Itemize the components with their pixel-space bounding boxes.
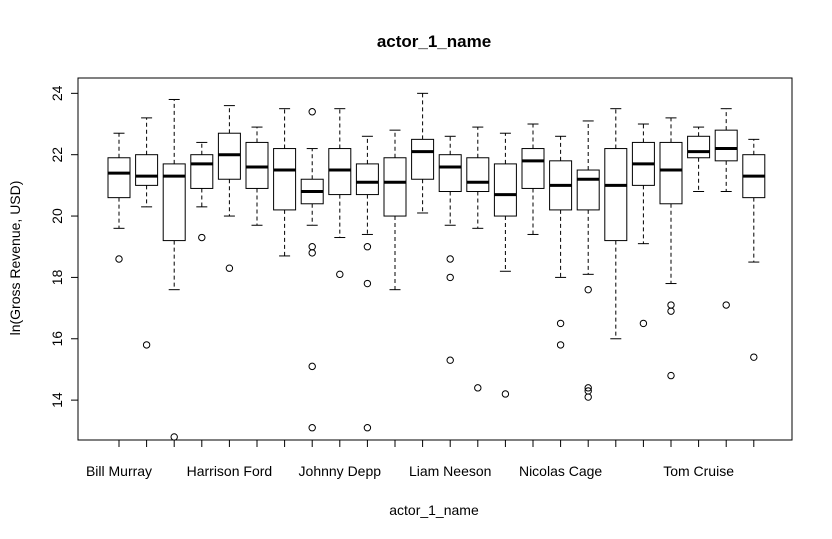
outlier-point [474, 384, 482, 392]
outlier-point [363, 279, 372, 288]
box-rect [466, 157, 490, 193]
plot-frame [77, 77, 793, 441]
outlier-point [446, 255, 454, 263]
x-tick-label: Tom Cruise [663, 463, 734, 479]
outlier-point [363, 424, 372, 432]
outlier-point [308, 108, 316, 116]
box-rect [245, 141, 269, 189]
box [107, 132, 131, 263]
box-rect [521, 148, 545, 189]
outlier-point [308, 362, 316, 371]
box-rect [383, 157, 407, 217]
box-rect [273, 148, 297, 211]
box [162, 98, 186, 441]
x-axis: Bill Murray Harrison Ford Johnny Depp Liam … [86, 439, 755, 479]
box [742, 138, 766, 361]
y-tick-label: 22 [49, 147, 65, 163]
box [576, 120, 600, 401]
box [521, 123, 545, 235]
x-axis-label: actor_1_name [389, 502, 479, 518]
outlier-point [667, 301, 675, 309]
box [549, 135, 573, 349]
outlier-point [363, 243, 372, 251]
box [411, 92, 435, 214]
box-series [107, 92, 766, 441]
outlier-point [142, 341, 151, 349]
box-rect [687, 135, 711, 159]
box [604, 108, 628, 340]
outlier-point [446, 356, 454, 364]
outlier-point [336, 270, 344, 279]
y-tick-label: 20 [49, 208, 65, 224]
box [190, 141, 214, 242]
box [273, 108, 297, 257]
x-tick-label: Nicolas Cage [519, 463, 602, 479]
x-tick-label: Johnny Depp [299, 463, 382, 479]
box-rect [355, 163, 379, 196]
y-tick-label: 16 [49, 331, 65, 347]
outlier-point [556, 319, 565, 328]
y-tick-label: 14 [49, 392, 65, 408]
y-axis: 14 16 18 20 22 24 [49, 85, 79, 408]
box-rect [659, 141, 683, 205]
box-rect [411, 138, 435, 180]
box-rect [576, 169, 600, 211]
outlier-point [198, 233, 206, 242]
box [135, 117, 159, 349]
outlier-point [115, 255, 123, 263]
outlier-point [225, 264, 234, 272]
outlier-point [556, 341, 565, 349]
box-rect [493, 163, 517, 217]
box [300, 108, 324, 432]
y-axis-label: ln(Gross Revenue, USD) [7, 181, 23, 336]
outlier-point [584, 285, 592, 294]
box [383, 129, 407, 291]
box [493, 132, 517, 398]
box-rect [162, 163, 186, 242]
box [245, 126, 269, 226]
box [355, 135, 379, 432]
chart-title: actor_1_name [377, 32, 491, 51]
outlier-point [750, 353, 758, 361]
box-rect [328, 148, 352, 196]
outlier-point [584, 384, 592, 392]
outlier-point [446, 273, 454, 282]
box-rect [714, 129, 738, 162]
outlier-point [308, 424, 316, 432]
box [631, 123, 655, 328]
outlier-point [722, 301, 730, 309]
box [659, 117, 683, 380]
box [687, 126, 711, 193]
y-tick-label: 18 [49, 269, 65, 285]
box-rect [107, 157, 131, 199]
outlier-point [639, 319, 648, 328]
box-rect [604, 148, 628, 242]
x-tick-label: Liam Neeson [409, 463, 492, 479]
outlier-point [501, 390, 510, 398]
y-tick-label: 24 [49, 85, 65, 101]
outlier-point [308, 249, 316, 257]
outlier-point [308, 243, 316, 251]
x-tick-label: Harrison Ford [187, 463, 273, 479]
box [466, 126, 490, 392]
box-rect [135, 154, 159, 186]
box [328, 108, 352, 279]
box-rect [438, 154, 462, 193]
x-tick-label: Bill Murray [86, 463, 152, 479]
box [438, 135, 462, 364]
outlier-point [584, 393, 592, 401]
outlier-point [667, 371, 675, 380]
outlier-point [667, 307, 675, 315]
outlier-point [170, 433, 178, 441]
box-rect [217, 132, 241, 180]
box-rect [190, 154, 214, 189]
box [217, 105, 241, 272]
box [714, 108, 738, 309]
